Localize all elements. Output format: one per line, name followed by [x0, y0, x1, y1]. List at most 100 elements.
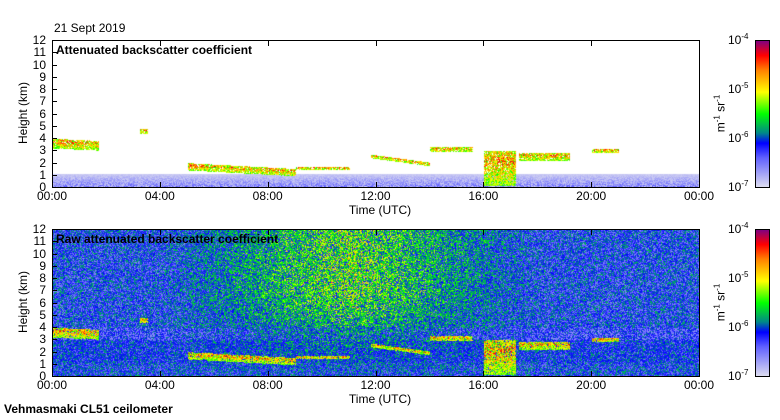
- y-tick: [52, 40, 57, 41]
- y-tick-label: 8: [39, 271, 46, 285]
- panel-title: Raw attenuated backscatter coefficient: [56, 232, 279, 246]
- colorbar-tick-label: 10-5: [728, 270, 749, 285]
- x-tick: [591, 182, 593, 188]
- y-tick-label: 10: [32, 57, 46, 72]
- x-tick-top: [267, 40, 269, 46]
- date-label: 21 Sept 2019: [54, 21, 126, 35]
- y-tick-label: 11: [33, 45, 46, 60]
- x-tick-label: 00:00: [36, 189, 68, 203]
- y-tick-label: 0: [39, 369, 46, 383]
- y-tick: [52, 314, 57, 316]
- y-tick-label: 10: [32, 246, 46, 261]
- unit-part: sr: [713, 101, 728, 116]
- y-tick-label: 0: [39, 180, 46, 194]
- x-tick-top: [159, 40, 161, 46]
- x-tick: [267, 371, 269, 377]
- x-tick-top: [159, 229, 161, 235]
- y-tick-label: 4: [39, 131, 46, 145]
- colorbar-tick-label: 10-5: [728, 81, 749, 96]
- x-tick: [483, 182, 485, 188]
- x-tick: [52, 182, 53, 188]
- x-tick-label: 00:00: [683, 189, 715, 203]
- x-tick-label: 16:00: [468, 378, 499, 392]
- plot-panel-2: [52, 229, 700, 377]
- unit-part: sr: [713, 290, 728, 305]
- y-tick-label: 7: [39, 94, 46, 109]
- colorbar-unit-label: m-1 sr-1: [713, 273, 728, 333]
- x-tick-top: [375, 40, 377, 46]
- y-tick-label: 2: [39, 155, 46, 170]
- colorbar: [755, 229, 770, 377]
- colorbar-tick-label: 10-7: [728, 179, 749, 194]
- y-tick: [52, 64, 57, 66]
- colorbar-unit-label: m-1 sr-1: [713, 84, 728, 144]
- y-tick-label: 7: [39, 283, 46, 298]
- x-tick-label: 12:00: [360, 378, 391, 392]
- y-tick: [52, 376, 57, 377]
- unit-part: -1: [712, 115, 722, 123]
- colorbar-tick-label: 10-4: [728, 32, 749, 47]
- y-tick: [52, 253, 57, 255]
- colorbar: [755, 40, 770, 188]
- y-tick-label: 9: [39, 69, 46, 84]
- x-tick: [699, 371, 700, 377]
- x-tick-label: 04:00: [144, 378, 175, 392]
- y-tick-label: 3: [39, 143, 46, 158]
- instrument-label: Vehmasmaki CL51 ceilometer: [4, 402, 173, 416]
- x-tick-label: 16:00: [468, 189, 499, 203]
- y-tick-label: 1: [39, 356, 46, 371]
- x-tick: [699, 182, 700, 188]
- y-tick: [52, 52, 57, 54]
- y-tick: [52, 138, 57, 139]
- colorbar-tick-label: 10-6: [728, 130, 749, 145]
- y-tick: [52, 101, 57, 103]
- x-tick-label: 20:00: [576, 189, 607, 203]
- y-tick: [52, 229, 57, 230]
- y-tick-label: 11: [33, 234, 46, 249]
- colorbar-tick-label: 10-4: [728, 221, 749, 236]
- y-tick: [52, 339, 57, 341]
- y-tick: [52, 187, 57, 188]
- x-tick-top: [52, 40, 53, 46]
- y-tick: [52, 302, 57, 304]
- heatmap-canvas: [53, 230, 699, 376]
- y-tick-label: 12: [32, 33, 46, 47]
- x-tick-label: 00:00: [683, 378, 715, 392]
- colorbar-tick-label: 10-6: [728, 319, 749, 334]
- y-tick-label: 5: [39, 307, 46, 322]
- unit-part: -1: [712, 94, 722, 102]
- x-tick-label: 00:00: [36, 378, 68, 392]
- x-tick: [267, 182, 269, 188]
- x-tick-top: [267, 229, 269, 235]
- y-tick: [52, 278, 57, 279]
- y-tick: [52, 351, 57, 353]
- x-tick-label: 20:00: [576, 378, 607, 392]
- x-tick: [483, 371, 485, 377]
- x-tick-top: [591, 40, 593, 46]
- x-tick-top: [52, 229, 53, 235]
- x-axis-label: Time (UTC): [348, 203, 412, 217]
- x-tick-top: [699, 40, 700, 46]
- y-tick-label: 3: [39, 332, 46, 347]
- x-tick: [159, 182, 161, 188]
- x-tick: [159, 371, 161, 377]
- x-tick-top: [483, 40, 485, 46]
- y-tick: [52, 76, 57, 78]
- y-tick: [52, 174, 57, 176]
- y-tick: [52, 327, 57, 328]
- x-tick-top: [699, 229, 700, 235]
- y-tick: [52, 125, 57, 127]
- y-tick: [52, 290, 57, 292]
- y-tick: [52, 241, 57, 243]
- unit-part: m: [713, 122, 728, 133]
- unit-part: -1: [712, 283, 722, 291]
- colorbar-tick-label: 10-7: [728, 368, 749, 383]
- x-tick: [52, 371, 53, 377]
- y-tick-label: 5: [39, 118, 46, 133]
- x-tick-label: 08:00: [252, 378, 283, 392]
- y-tick: [52, 113, 57, 115]
- y-tick: [52, 89, 57, 90]
- y-tick-label: 2: [39, 344, 46, 359]
- y-tick-label: 1: [39, 167, 46, 182]
